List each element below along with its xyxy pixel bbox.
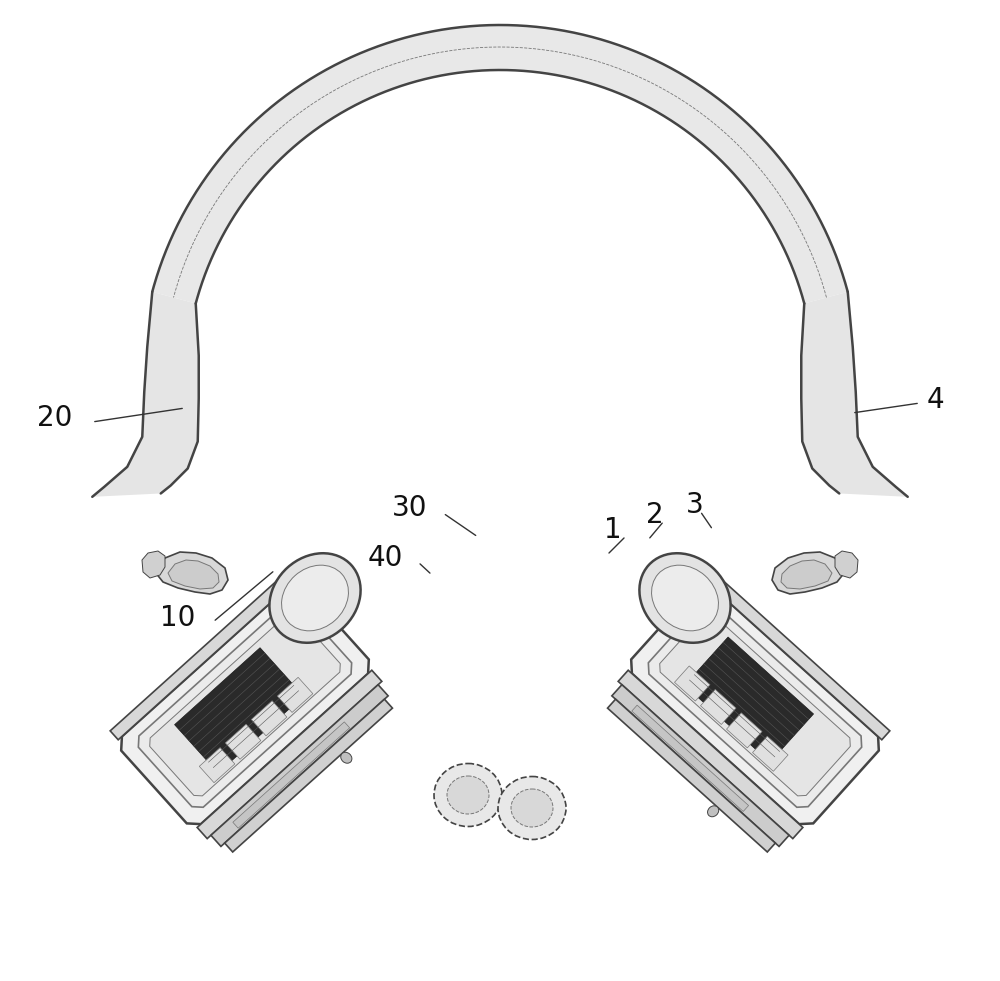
Polygon shape xyxy=(660,614,850,796)
Polygon shape xyxy=(781,560,832,589)
Ellipse shape xyxy=(511,789,553,827)
Ellipse shape xyxy=(652,565,718,631)
Polygon shape xyxy=(277,677,313,712)
Polygon shape xyxy=(675,666,710,701)
Polygon shape xyxy=(753,736,788,771)
Polygon shape xyxy=(618,670,803,839)
Polygon shape xyxy=(142,551,165,578)
Polygon shape xyxy=(199,748,235,783)
Polygon shape xyxy=(168,560,219,589)
Polygon shape xyxy=(233,722,350,828)
Polygon shape xyxy=(631,586,879,824)
Ellipse shape xyxy=(498,777,566,840)
Ellipse shape xyxy=(447,776,489,814)
Polygon shape xyxy=(707,574,890,740)
Polygon shape xyxy=(608,699,775,852)
Polygon shape xyxy=(92,291,199,496)
Polygon shape xyxy=(175,647,304,773)
Text: 10: 10 xyxy=(160,604,196,632)
Polygon shape xyxy=(138,602,352,807)
Ellipse shape xyxy=(708,805,719,817)
Polygon shape xyxy=(632,705,749,811)
Polygon shape xyxy=(612,685,789,847)
Polygon shape xyxy=(225,699,392,852)
Polygon shape xyxy=(225,724,261,759)
Polygon shape xyxy=(110,574,293,740)
Polygon shape xyxy=(727,713,762,748)
Polygon shape xyxy=(648,602,862,807)
Polygon shape xyxy=(835,551,858,578)
Polygon shape xyxy=(772,552,845,594)
Polygon shape xyxy=(801,291,908,496)
Ellipse shape xyxy=(639,553,731,643)
Text: 40: 40 xyxy=(367,544,403,572)
Text: 3: 3 xyxy=(686,491,704,519)
Text: 2: 2 xyxy=(646,501,664,529)
Text: 4: 4 xyxy=(926,386,944,414)
Ellipse shape xyxy=(269,553,361,643)
Ellipse shape xyxy=(341,752,352,763)
Polygon shape xyxy=(685,637,814,762)
Text: 1: 1 xyxy=(604,516,622,544)
Text: 30: 30 xyxy=(392,494,428,522)
Polygon shape xyxy=(155,552,228,594)
Polygon shape xyxy=(121,586,369,824)
Polygon shape xyxy=(211,685,388,847)
Polygon shape xyxy=(150,614,340,796)
Text: 20: 20 xyxy=(37,404,73,432)
Polygon shape xyxy=(197,670,382,839)
Ellipse shape xyxy=(434,763,502,827)
Ellipse shape xyxy=(282,565,348,631)
Polygon shape xyxy=(251,700,287,736)
Polygon shape xyxy=(701,690,736,724)
Polygon shape xyxy=(152,25,848,303)
